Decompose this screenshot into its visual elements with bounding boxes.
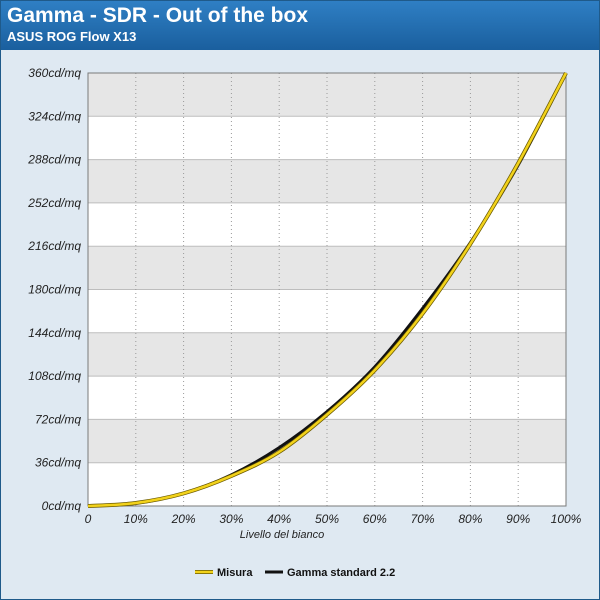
grid-band [88,332,566,377]
legend-label-misura: Misura [217,567,253,579]
y-tick-label: 288cd/mq [27,153,81,167]
y-tick-label: 108cd/mq [28,369,81,383]
y-tick-label: 360cd/mq [28,66,81,80]
y-tick-label: 180cd/mq [28,283,81,297]
y-tick-label: 36cd/mq [35,456,81,470]
x-tick-label: 80% [458,512,482,526]
grid-band [88,246,566,290]
y-tick-label: 0cd/mq [42,499,82,513]
x-tick-label: 10% [124,512,148,526]
x-tick-label: 40% [267,512,291,526]
chart-subtitle: ASUS ROG Flow X13 [7,29,137,44]
y-tick-label: 72cd/mq [35,412,81,426]
x-tick-label: 20% [171,512,196,526]
x-tick-label: 90% [506,512,530,526]
y-tick-label: 324cd/mq [28,109,81,123]
chart-area: 0cd/mq 36cd/mq 72cd/mq 108cd/mq 144cd/mq 180c… [1,50,599,599]
x-tick-label: 30% [219,512,243,526]
x-tick-label: 60% [363,512,387,526]
x-tick-label: 0 [85,512,92,526]
x-tick-label: 70% [411,512,435,526]
plot-border [87,72,567,507]
gamma-chart: 0cd/mq 36cd/mq 72cd/mq 108cd/mq 144cd/mq 180c… [27,66,582,579]
x-tick-label: 50% [315,512,339,526]
x-axis-title: Livello del bianco [240,529,324,541]
series-line-misura [87,72,568,508]
x-tick-label: 100% [551,512,582,526]
y-tick-label: 216cd/mq [27,239,81,253]
y-tick-label: 252cd/mq [27,196,81,210]
chart-title: Gamma - SDR - Out of the box [7,4,309,27]
chart-header: Gamma - SDR - Out of the box ASUS ROG Fl… [1,1,599,50]
y-tick-label: 144cd/mq [28,326,81,340]
legend-label-gamma-standard: Gamma standard 2.2 [287,567,395,579]
